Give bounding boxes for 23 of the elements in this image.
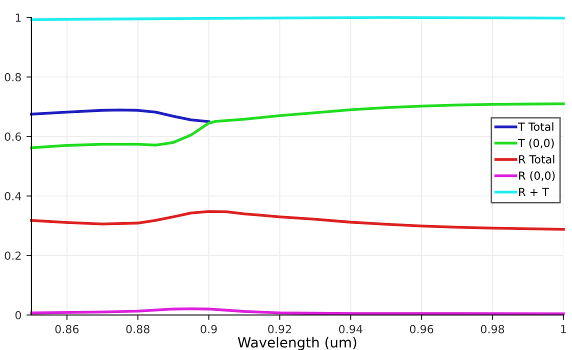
- legend-label: R Total: [519, 154, 554, 164]
- y-tick-label: 0.2: [4, 251, 21, 260]
- y-tick-label: 0.8: [4, 72, 21, 82]
- x-tick-label: 0.88: [126, 324, 150, 334]
- y-tick-label: 0.6: [4, 132, 22, 141]
- x-tick-label: 0.98: [480, 324, 504, 334]
- x-tick-label: 0.94: [339, 324, 362, 334]
- x-tick-label: 0.9: [200, 324, 217, 334]
- line-series: [30, 210, 565, 231]
- x-tick-label: 0.96: [410, 324, 434, 334]
- x-tick-label: 0.92: [268, 324, 291, 334]
- legend-label: T Total: [518, 122, 554, 131]
- x-tick-label: 0.86: [55, 324, 79, 334]
- legend-label: T (0,0): [518, 138, 554, 149]
- x-tick-label: 1: [561, 325, 566, 334]
- line-series: [30, 108, 210, 124]
- legend-label: R (0,0): [519, 171, 555, 182]
- y-tick-label: 0.4: [4, 192, 22, 200]
- line-series: [30, 102, 565, 150]
- legend-label: R + T: [519, 188, 549, 196]
- y-tick-label: 0: [15, 310, 21, 320]
- y-tick-label: 1: [16, 14, 21, 22]
- x-axis-title: Wavelength (um): [238, 336, 356, 350]
